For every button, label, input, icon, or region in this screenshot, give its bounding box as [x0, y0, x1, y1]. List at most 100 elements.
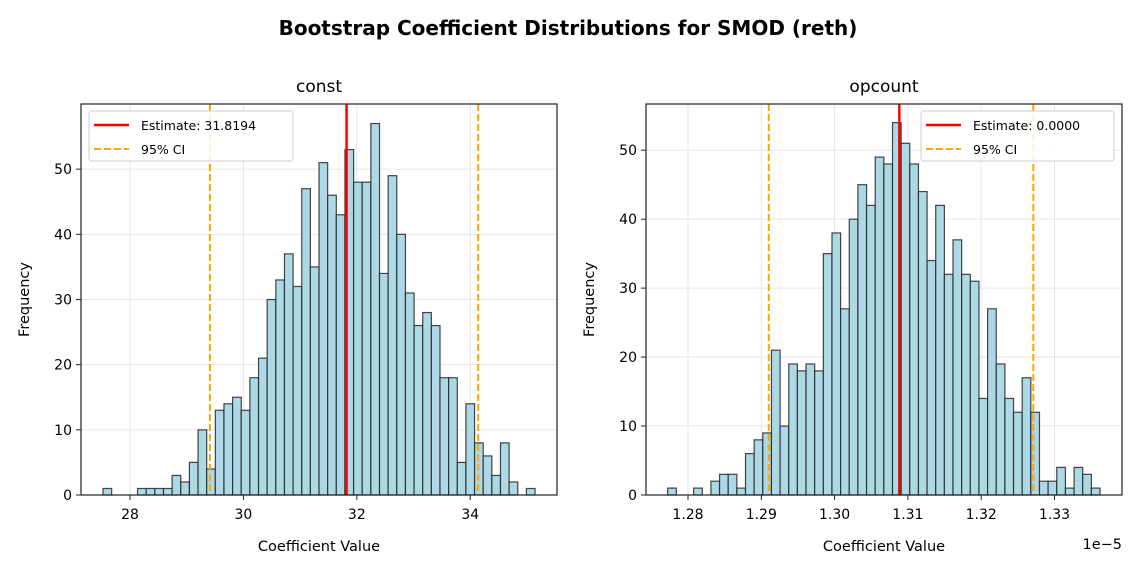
histogram-bar [206, 468, 216, 496]
histogram-bar [525, 487, 536, 496]
histogram-bar [917, 190, 928, 496]
histogram-bar [1082, 473, 1092, 496]
histogram-bar [943, 273, 954, 496]
y-axis-label: Frequency [582, 262, 598, 337]
histogram-bar [318, 162, 329, 496]
y-tick-label: 10 [619, 419, 637, 435]
histogram-bar [188, 461, 199, 496]
histogram-bar [1064, 487, 1075, 496]
histogram-bar [718, 473, 729, 496]
histogram-bar [883, 163, 894, 496]
histogram-bar [770, 349, 781, 496]
x-tick-label: 1.28 [672, 507, 703, 523]
histogram-bar [926, 259, 937, 496]
histogram-bar [482, 455, 493, 496]
y-tick-label: 10 [54, 423, 72, 439]
legend-box [88, 110, 294, 162]
histogram-bar [335, 214, 346, 496]
histogram-bar [491, 474, 502, 496]
histogram-bar [1030, 411, 1041, 496]
x-tick-label: 1.32 [966, 507, 997, 523]
histogram-bar [788, 363, 798, 496]
subplot-opcount: 1.28 1.29 1.30 1.31 1.32 1.33 0 10 20 30 40 50 opcou… [582, 77, 1123, 555]
histogram-bar [387, 175, 398, 496]
histogram-bar [240, 409, 251, 496]
legend-estimate-label: Estimate: 31.8194 [141, 118, 256, 133]
histogram-bar [361, 181, 372, 496]
histogram-bar [840, 308, 850, 496]
x-tick-label: 32 [348, 507, 366, 523]
histogram-bar [796, 370, 807, 496]
histogram-bar [171, 474, 182, 496]
histogram-bar [736, 487, 747, 496]
histogram-bar [154, 487, 165, 496]
histogram-bar [710, 480, 721, 496]
x-tick-label: 1.31 [892, 507, 923, 523]
histogram-bar [822, 253, 833, 496]
subplot-title: opcount [849, 77, 918, 97]
legend: Estimate: 31.8194 95% CI [88, 110, 294, 162]
x-axis-label: Coefficient Value [258, 539, 380, 555]
histogram-bar [874, 156, 885, 496]
histogram-bar [439, 377, 450, 496]
legend-box [920, 110, 1115, 162]
histogram-bar [378, 272, 389, 496]
x-axis-label: Coefficient Value [823, 539, 945, 555]
histogram-bar [499, 442, 510, 496]
histogram-bar [214, 409, 225, 496]
legend-ci-label: 95% CI [973, 142, 1017, 157]
histogram-bar [1038, 480, 1049, 496]
histogram-bar [753, 439, 764, 496]
histogram-bar [102, 487, 113, 496]
histogram-bar [292, 285, 303, 496]
y-tick-label: 30 [54, 293, 72, 309]
histogram-bar [969, 280, 980, 496]
histogram-bar [266, 298, 277, 496]
histogram-bar [935, 204, 945, 496]
histogram-bar [952, 239, 963, 496]
legend-estimate-label: Estimate: 0.0000 [973, 118, 1080, 133]
histogram-bar [223, 403, 234, 496]
y-tick-label: 0 [628, 488, 637, 504]
histogram-bar [232, 396, 242, 496]
x-tick-label: 30 [234, 507, 252, 523]
histogram-bar [249, 377, 260, 496]
histogram-bar [779, 425, 790, 496]
histogram-bar [456, 461, 467, 496]
histogram-bar [404, 292, 415, 496]
legend-ci-label: 95% CI [141, 142, 185, 157]
histogram-bar [309, 266, 320, 496]
histogram-bar [1056, 466, 1067, 496]
histogram-bar [1004, 397, 1015, 496]
y-axis-label: Frequency [17, 262, 33, 337]
histogram-bar [865, 204, 876, 496]
y-tick-label: 30 [619, 281, 637, 297]
y-tick-label: 50 [619, 143, 637, 159]
histogram-bar [275, 279, 286, 496]
histogram-bar [900, 142, 911, 496]
histogram-bar [180, 481, 191, 496]
histogram-bar [987, 308, 997, 496]
x-tick-label: 1.33 [1039, 507, 1070, 523]
x-tick-label: 34 [461, 507, 479, 523]
y-tick-label: 40 [54, 227, 72, 243]
histogram-bar [422, 311, 432, 496]
histogram-bar [508, 481, 519, 496]
histogram-bar [465, 403, 476, 496]
x-tick-label: 1.30 [819, 507, 850, 523]
histogram-bar [909, 163, 920, 496]
subplot-title: const [296, 77, 342, 97]
histogram-bar [1012, 411, 1023, 496]
histogram-bar [805, 363, 816, 496]
histogram-bar [762, 432, 773, 496]
histogram-bar [283, 253, 294, 496]
histogram-bar [1073, 466, 1084, 496]
histogram-bar [145, 487, 156, 496]
histogram-bar [995, 363, 1006, 496]
histogram-bar [744, 453, 755, 496]
y-tick-label: 50 [54, 162, 72, 178]
histogram-bar [814, 370, 824, 496]
histogram-bar [1021, 377, 1032, 496]
histogram-bar [727, 473, 738, 496]
histogram-bar [857, 184, 868, 496]
